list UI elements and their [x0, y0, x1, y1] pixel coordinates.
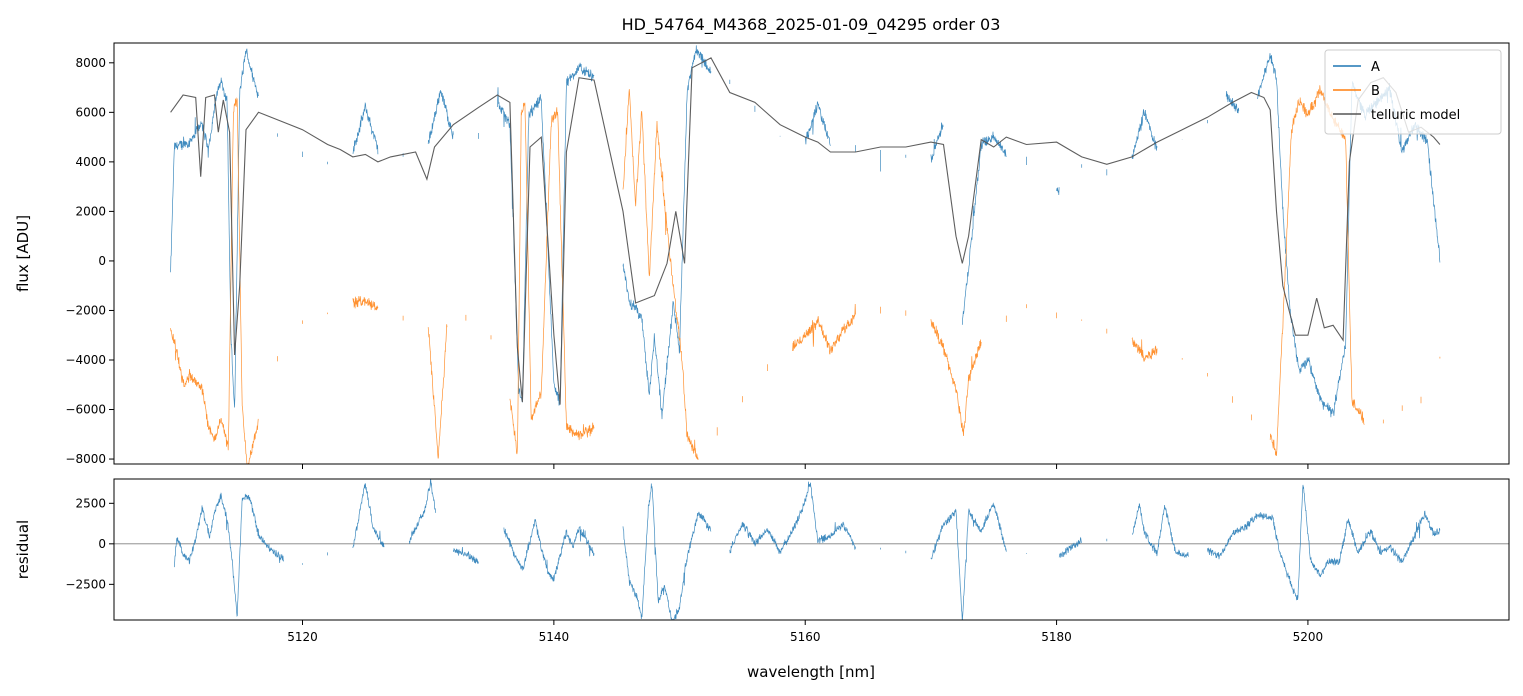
legend-box: [1324, 49, 1502, 135]
y-tick-label: −4000: [65, 353, 106, 367]
x-tick-label: 5120: [287, 630, 318, 644]
x-axis-label: wavelength [nm]: [747, 663, 875, 681]
bottom-panel: 2500 0 −2500 5120 5140 5160 5180 5200 residual: [14, 478, 1510, 644]
y-tick-label: −2000: [65, 303, 106, 317]
y-tick-label: −2500: [65, 577, 106, 591]
y-tick-label: 8000: [75, 56, 106, 70]
y-tick-label: 2000: [75, 204, 106, 218]
residual-series-line: [173, 479, 1441, 620]
bottom-plot-frame: [114, 479, 1509, 620]
x-tick-label: 5200: [1293, 630, 1324, 644]
a-series-line: [170, 45, 1441, 420]
x-tick-label: 5180: [1041, 630, 1072, 644]
y-tick-label: 4000: [75, 155, 106, 169]
y-tick-label: 0: [98, 537, 106, 551]
legend-label: A: [1371, 60, 1380, 75]
top-y-axis-label: flux [ADU]: [14, 215, 32, 292]
y-tick-label: 0: [98, 254, 106, 268]
y-tick-label: 2500: [75, 496, 106, 510]
bottom-y-axis-label: residual: [14, 520, 32, 579]
x-tick-label: 5160: [790, 630, 821, 644]
y-tick-label: −8000: [65, 452, 106, 466]
legend-label: B: [1371, 84, 1380, 99]
telluric-model-series-line: [170, 57, 1441, 405]
y-tick-label: 6000: [75, 105, 106, 119]
legend-label: telluric model: [1371, 108, 1460, 123]
chart-title: HD_54764_M4368_2025-01-09_04295 order 03: [622, 15, 1001, 35]
x-tick-label: 5140: [539, 630, 570, 644]
top-panel: 8000 6000 4000 2000 0 −2000 −4000 −6000 −8000 fl…: [14, 42, 1510, 469]
y-tick-label: −6000: [65, 403, 106, 417]
top-plot-frame: [114, 43, 1509, 464]
b-series-line: [170, 85, 1441, 464]
